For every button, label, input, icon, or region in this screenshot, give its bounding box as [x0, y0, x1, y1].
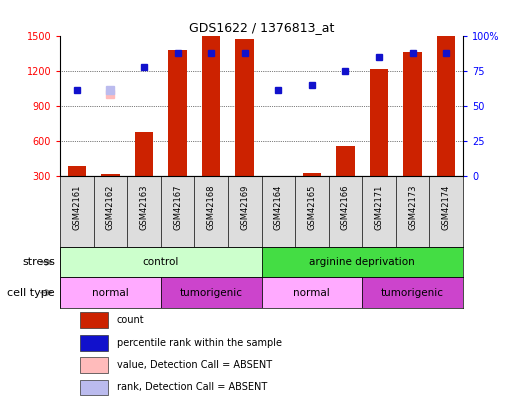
Text: GSM42161: GSM42161: [72, 185, 82, 230]
Text: percentile rank within the sample: percentile rank within the sample: [117, 338, 281, 348]
Bar: [336, 146, 355, 176]
Text: GSM42166: GSM42166: [341, 185, 350, 230]
Text: GSM42167: GSM42167: [173, 185, 182, 230]
Bar: [262, 247, 463, 277]
Bar: [303, 173, 321, 176]
Text: rank, Detection Call = ABSENT: rank, Detection Call = ABSENT: [117, 382, 267, 392]
Text: GSM42162: GSM42162: [106, 185, 115, 230]
Text: tumorigenic: tumorigenic: [180, 288, 243, 298]
Text: GSM42171: GSM42171: [374, 185, 383, 230]
Text: value, Detection Call = ABSENT: value, Detection Call = ABSENT: [117, 360, 271, 370]
Text: GSM42163: GSM42163: [140, 185, 149, 230]
Text: stress: stress: [22, 257, 55, 267]
Bar: [60, 247, 262, 277]
Bar: [202, 36, 220, 176]
Text: GSM42168: GSM42168: [207, 185, 215, 230]
Bar: [101, 174, 120, 176]
Text: GSM42164: GSM42164: [274, 185, 283, 230]
Bar: [135, 132, 153, 176]
Bar: [403, 51, 422, 176]
Title: GDS1622 / 1376813_at: GDS1622 / 1376813_at: [189, 21, 334, 34]
Bar: [81, 335, 108, 351]
Text: normal: normal: [293, 288, 330, 298]
Text: GSM42169: GSM42169: [240, 185, 249, 230]
Bar: [161, 277, 262, 308]
Bar: [60, 277, 161, 308]
Bar: [168, 50, 187, 176]
Bar: [370, 69, 388, 176]
Text: cell type: cell type: [7, 288, 55, 298]
Bar: [81, 379, 108, 395]
Text: control: control: [143, 257, 179, 267]
Text: tumorigenic: tumorigenic: [381, 288, 444, 298]
Bar: [235, 39, 254, 176]
Bar: [67, 166, 86, 176]
Bar: [81, 357, 108, 373]
Text: count: count: [117, 315, 144, 325]
Text: GSM42173: GSM42173: [408, 185, 417, 230]
Text: GSM42174: GSM42174: [441, 185, 451, 230]
Bar: [362, 277, 463, 308]
Bar: [437, 36, 456, 176]
Bar: [262, 277, 362, 308]
Text: normal: normal: [92, 288, 129, 298]
Bar: [81, 313, 108, 328]
Text: arginine deprivation: arginine deprivation: [309, 257, 415, 267]
Text: GSM42165: GSM42165: [308, 185, 316, 230]
